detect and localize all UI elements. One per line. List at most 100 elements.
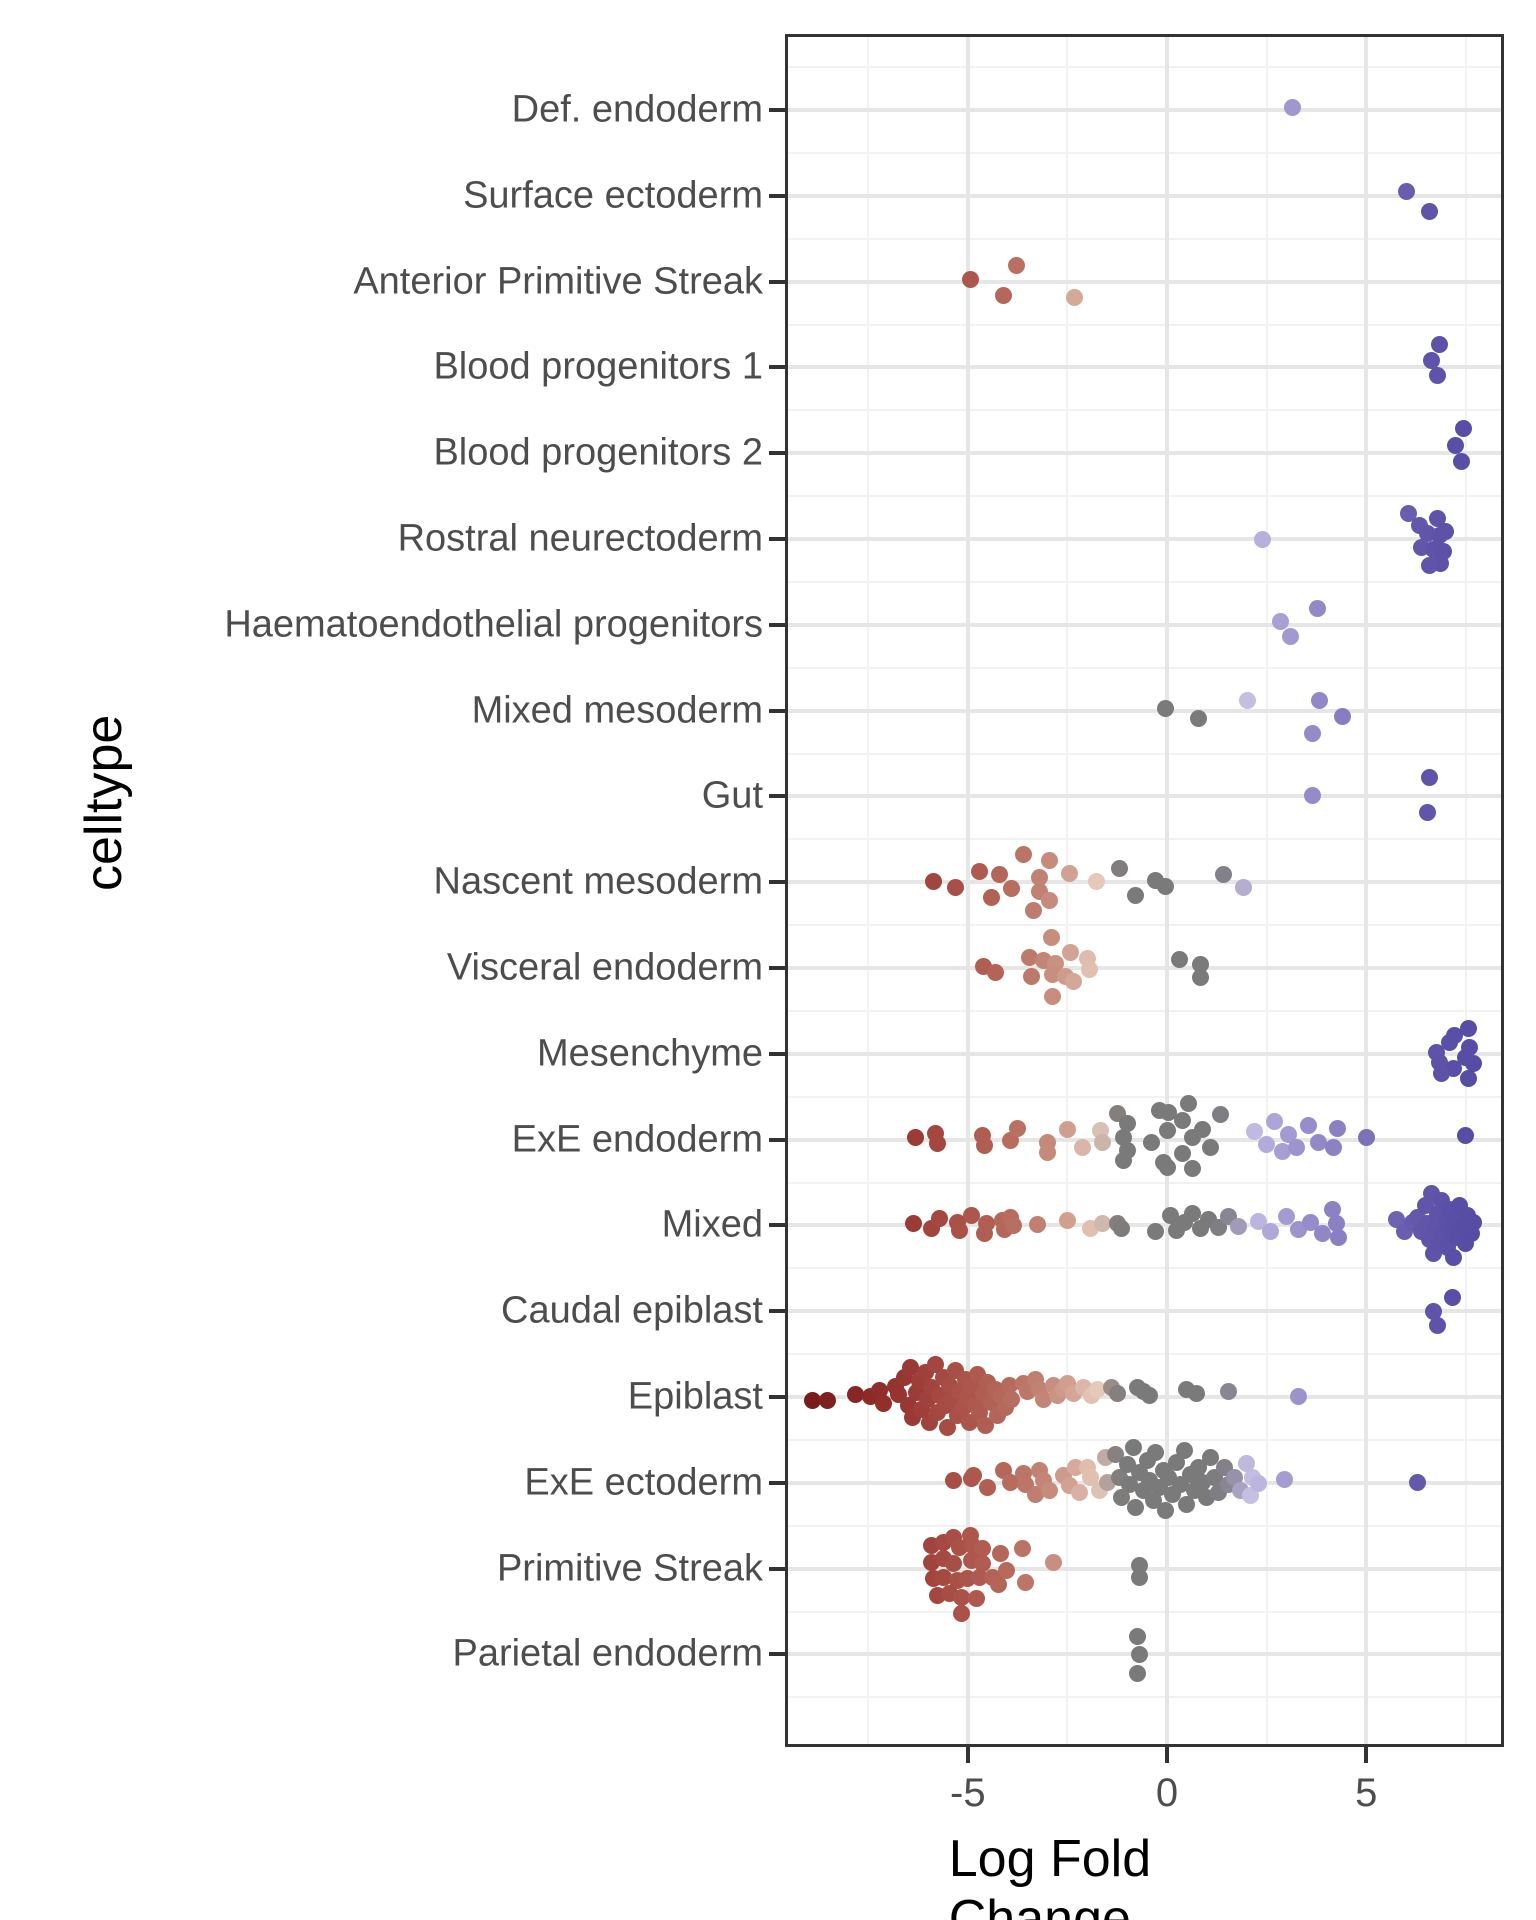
data-point (991, 1545, 1009, 1563)
x-tick-label-neg5: -5 (950, 1771, 986, 1815)
data-point (1061, 864, 1079, 882)
data-point (1041, 891, 1059, 909)
data-point (1304, 725, 1322, 743)
data-point (1420, 203, 1438, 221)
data-point (1070, 1484, 1088, 1502)
y-tick-mark (769, 1223, 785, 1228)
y-tick-mark (769, 1395, 785, 1399)
data-point (1179, 1095, 1197, 1113)
data-point (974, 1555, 992, 1573)
data-point (1184, 1204, 1202, 1222)
data-point (1327, 1214, 1345, 1232)
data-point (1162, 1206, 1180, 1224)
data-point (1126, 1499, 1144, 1517)
data-point (1262, 1222, 1280, 1240)
x-tick-mark (965, 1747, 970, 1763)
x-axis-title: Log Fold Change (948, 1830, 1152, 1920)
y-grid-major (788, 279, 1501, 284)
data-point (1003, 1390, 1021, 1408)
data-point (1456, 1049, 1474, 1067)
data-point (1465, 1213, 1483, 1231)
y-grid-minor (788, 666, 1501, 669)
data-point (947, 878, 965, 896)
data-point (1058, 1121, 1076, 1139)
y-tick-label-mixed: Mixed (661, 1203, 763, 1246)
data-point (1191, 968, 1209, 986)
data-point (1129, 1627, 1147, 1645)
data-point (1324, 1139, 1342, 1157)
data-point (1329, 1228, 1347, 1246)
data-point (1159, 1104, 1177, 1122)
data-point (1409, 1474, 1427, 1492)
data-point (971, 1569, 989, 1587)
data-point (1146, 1444, 1164, 1462)
data-point (1008, 257, 1026, 275)
data-point (1446, 1027, 1464, 1045)
y-tick-label-haematoendothelial-progenitors: Haematoendothelial progenitors (224, 603, 763, 646)
data-point (1246, 1123, 1264, 1141)
data-point (1015, 845, 1033, 863)
data-point (990, 1576, 1008, 1594)
data-point (1040, 851, 1058, 869)
data-point (1126, 886, 1144, 904)
data-point (1358, 1129, 1376, 1147)
data-point (1258, 1136, 1276, 1154)
data-point (906, 1129, 924, 1147)
data-point (1190, 1459, 1208, 1477)
data-point (1308, 600, 1326, 618)
data-point (991, 865, 1009, 883)
y-grid-minor (788, 323, 1501, 326)
data-point (1299, 1117, 1317, 1135)
data-point (1323, 1200, 1341, 1218)
data-point (1043, 987, 1061, 1005)
y-tick-mark (769, 108, 785, 112)
data-point (1421, 556, 1439, 574)
y-grid-major (788, 193, 1501, 198)
data-point (1094, 1134, 1112, 1152)
data-point (927, 1355, 945, 1373)
data-point (976, 1224, 994, 1242)
data-point (1021, 948, 1039, 966)
y-tick-label-mesenchyme: Mesenchyme (537, 1032, 763, 1075)
data-point (1433, 1065, 1451, 1083)
data-point (1039, 1144, 1057, 1162)
data-point (929, 1135, 947, 1153)
y-grid-minor (788, 409, 1501, 412)
data-point (804, 1391, 822, 1409)
data-point (1062, 943, 1080, 961)
data-point (931, 1209, 949, 1227)
data-point (1088, 1380, 1106, 1398)
data-point (1129, 1664, 1147, 1682)
data-point (1176, 1442, 1194, 1460)
data-point (976, 1137, 994, 1155)
data-point (1080, 960, 1098, 978)
data-point (1220, 1382, 1238, 1400)
y-axis-title: celltype (75, 714, 134, 891)
data-point (1066, 289, 1084, 307)
data-point (1254, 530, 1272, 548)
data-point (1424, 1302, 1442, 1320)
data-point (1022, 967, 1040, 985)
x-tick-mark (1165, 1747, 1169, 1763)
data-point (1174, 1145, 1192, 1163)
y-grid-major (788, 1051, 1501, 1056)
data-point (1081, 1469, 1099, 1487)
data-point (1459, 1070, 1477, 1088)
data-point (1031, 868, 1048, 886)
data-point (1287, 1139, 1305, 1157)
data-point (1453, 452, 1471, 470)
data-point (1143, 1134, 1161, 1152)
data-point (935, 1569, 953, 1587)
y-grid-major (788, 537, 1501, 541)
x-grid-major (1364, 37, 1369, 1744)
y-tick-label-mixed-mesoderm: Mixed mesoderm (471, 689, 763, 732)
y-tick-mark (769, 1652, 785, 1657)
data-point (1272, 613, 1290, 631)
data-point (1444, 1288, 1462, 1306)
x-grid-minor (1066, 37, 1069, 1744)
data-point (1284, 98, 1302, 116)
data-point (1430, 335, 1448, 353)
x-tick-label-0: 0 (1155, 1771, 1179, 1815)
data-point (1093, 1214, 1111, 1232)
